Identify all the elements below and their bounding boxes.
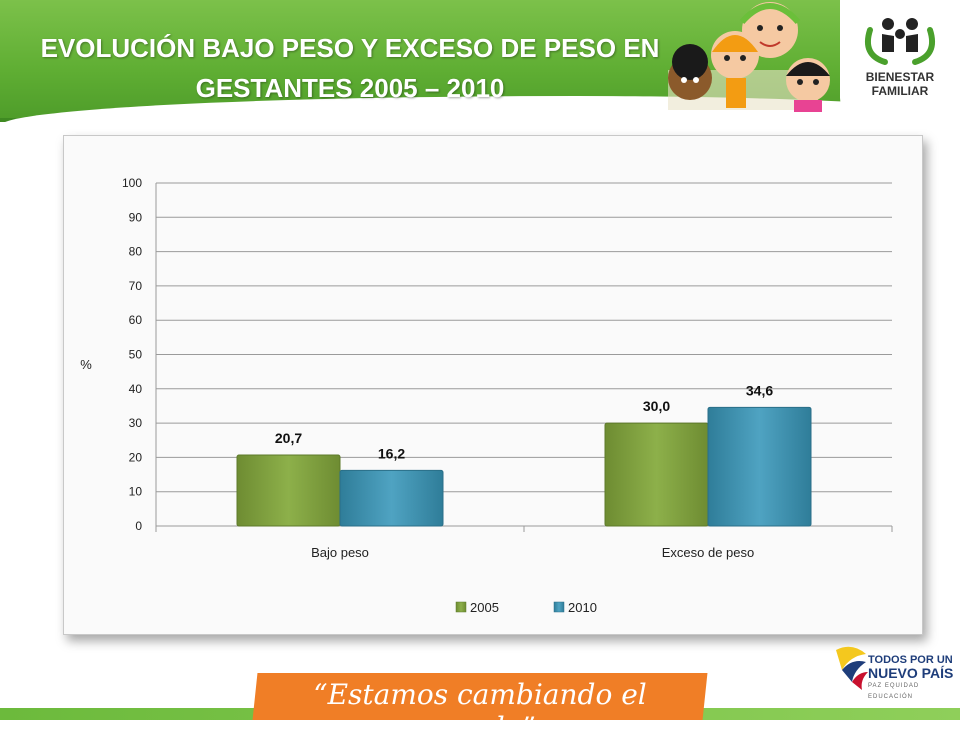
- gov-line-1: TODOS POR UN: [868, 654, 953, 666]
- bar-2005: [236, 454, 341, 527]
- chart-frame: 0 10 20 30 40 50 60 70 80 90 100% 20,7 16,2 Bajo pes…: [63, 135, 923, 635]
- legend-swatch-2010: [553, 601, 565, 613]
- bienestar-logo: BIENESTAR FAMILIAR: [840, 0, 960, 118]
- gov-line-2: NUEVO PAÍS: [868, 665, 954, 681]
- gov-logo-text: TODOS POR UN NUEVO PAÍS PAZ EQUIDAD EDUC…: [868, 655, 958, 703]
- data-label: 30,0: [643, 398, 670, 414]
- flag-swoosh-icon: [836, 646, 868, 690]
- y-tick-label: 70: [129, 279, 143, 293]
- slogan-text: “Estamos cambiando el mundo”: [313, 678, 647, 744]
- y-tick-label: 90: [129, 210, 143, 224]
- x-tick-label: Bajo peso: [311, 545, 369, 560]
- y-tick-label: 60: [129, 313, 143, 327]
- legend-swatch-2005: [455, 601, 467, 613]
- x-tick-label: Exceso de peso: [662, 545, 755, 560]
- logo-text: BIENESTAR FAMILIAR: [840, 70, 960, 98]
- bar-2010: [339, 469, 444, 527]
- logo-line-1: BIENESTAR: [865, 70, 935, 84]
- title-line-1: EVOLUCIÓN BAJO PESO Y EXCESO DE PESO EN: [40, 33, 660, 63]
- y-tick-label: 10: [129, 485, 143, 499]
- bar-2005: [604, 422, 709, 527]
- y-tick-label: 20: [129, 450, 143, 464]
- y-axis-label: %: [80, 357, 92, 372]
- children-illustration: [668, 2, 830, 112]
- y-tick-label: 0: [135, 519, 142, 533]
- bar-chart: 0 10 20 30 40 50 60 70 80 90 100% 20,7 16,2 Bajo pes…: [80, 176, 893, 615]
- bar-2010: [707, 406, 812, 527]
- data-label: 16,2: [378, 445, 405, 461]
- gov-line-3: PAZ EQUIDAD EDUCACIÓN: [868, 683, 920, 700]
- logo-line-2: FAMILIAR: [871, 84, 929, 98]
- page-title: EVOLUCIÓN BAJO PESO Y EXCESO DE PESO EN …: [30, 28, 670, 108]
- title-line-2: GESTANTES 2005 – 2010: [195, 73, 505, 103]
- legend-label: 2010: [568, 600, 597, 615]
- y-tick-label: 80: [129, 245, 143, 259]
- y-tick-label: 40: [129, 382, 143, 396]
- family-icon: [864, 18, 936, 65]
- y-tick-label: 30: [129, 416, 143, 430]
- legend-label: 2005: [470, 600, 499, 615]
- data-label: 20,7: [275, 430, 302, 446]
- y-tick-label: 100: [122, 176, 142, 190]
- y-tick-label: 50: [129, 348, 143, 362]
- data-label: 34,6: [746, 382, 773, 398]
